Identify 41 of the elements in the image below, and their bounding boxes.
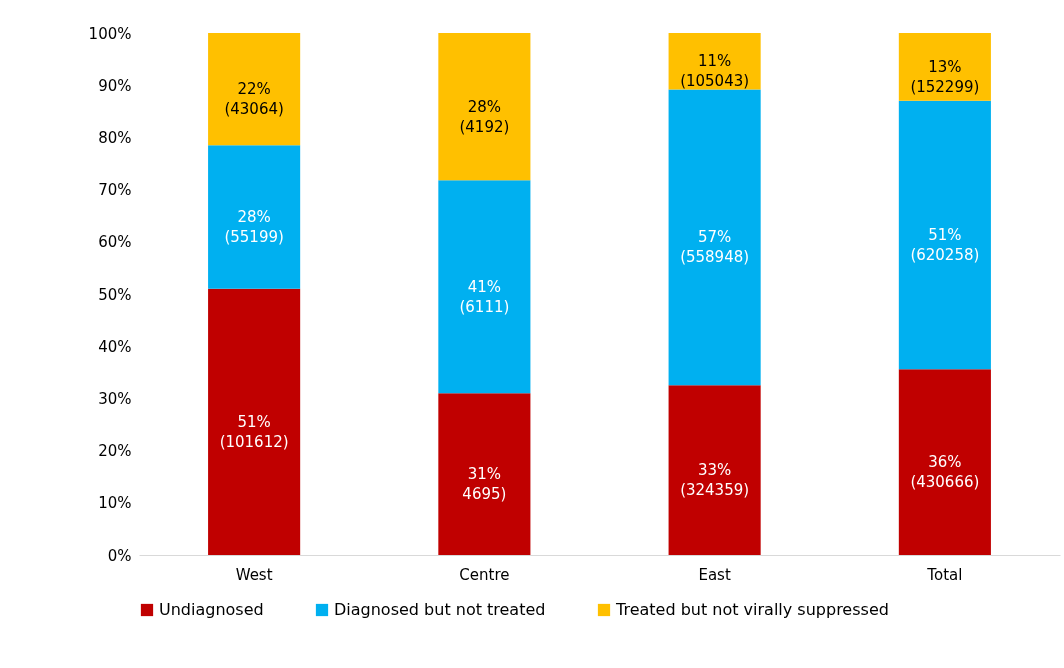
data-label: 22% (43064) — [224, 80, 284, 119]
y-tick-label: 60% — [98, 233, 132, 252]
data-label: 57% (558948) — [680, 228, 750, 267]
data-label: 13% (152299) — [910, 57, 980, 96]
bar — [668, 89, 761, 386]
y-tick-label: 70% — [98, 181, 132, 200]
bar — [898, 33, 991, 101]
bar — [208, 145, 301, 289]
x-tick-label: West — [235, 565, 273, 584]
data-label: 41% (6111) — [459, 277, 510, 316]
x-tick-label: Centre — [459, 565, 510, 584]
data-label: 33% (324359) — [680, 461, 750, 500]
bar — [668, 385, 761, 555]
y-tick-label: 50% — [98, 285, 132, 304]
y-tick-label: 20% — [98, 442, 132, 461]
data-label: 11% (105043) — [680, 52, 750, 91]
data-label: 51% (620258) — [910, 226, 980, 265]
bar — [438, 393, 531, 555]
bar — [438, 33, 531, 181]
y-tick-label: 10% — [98, 494, 132, 513]
data-label: 31% 4695) — [462, 465, 507, 504]
data-label: 36% (430666) — [910, 453, 980, 492]
legend-label: Undiagnosed — [159, 600, 264, 619]
y-tick-label: 90% — [98, 76, 132, 95]
legend-label: Diagnosed but not treated — [334, 600, 546, 619]
x-tick-label: Total — [926, 565, 963, 584]
bar — [898, 100, 991, 370]
legend-label: Treated but not virally suppressed — [615, 600, 889, 619]
y-tick-label: 40% — [98, 337, 132, 356]
y-tick-label: 30% — [98, 389, 132, 408]
bar — [438, 180, 531, 394]
data-label: 28% (4192) — [459, 97, 510, 136]
y-tick-label: 80% — [98, 128, 132, 147]
bar — [208, 288, 301, 555]
bar — [898, 369, 991, 555]
y-tick-label: 0% — [107, 546, 132, 565]
y-tick-label: 100% — [88, 24, 132, 43]
data-label: 51% (101612) — [219, 412, 289, 451]
data-label: 28% (55199) — [224, 208, 284, 247]
bar — [208, 33, 301, 146]
x-tick-label: East — [698, 565, 731, 584]
